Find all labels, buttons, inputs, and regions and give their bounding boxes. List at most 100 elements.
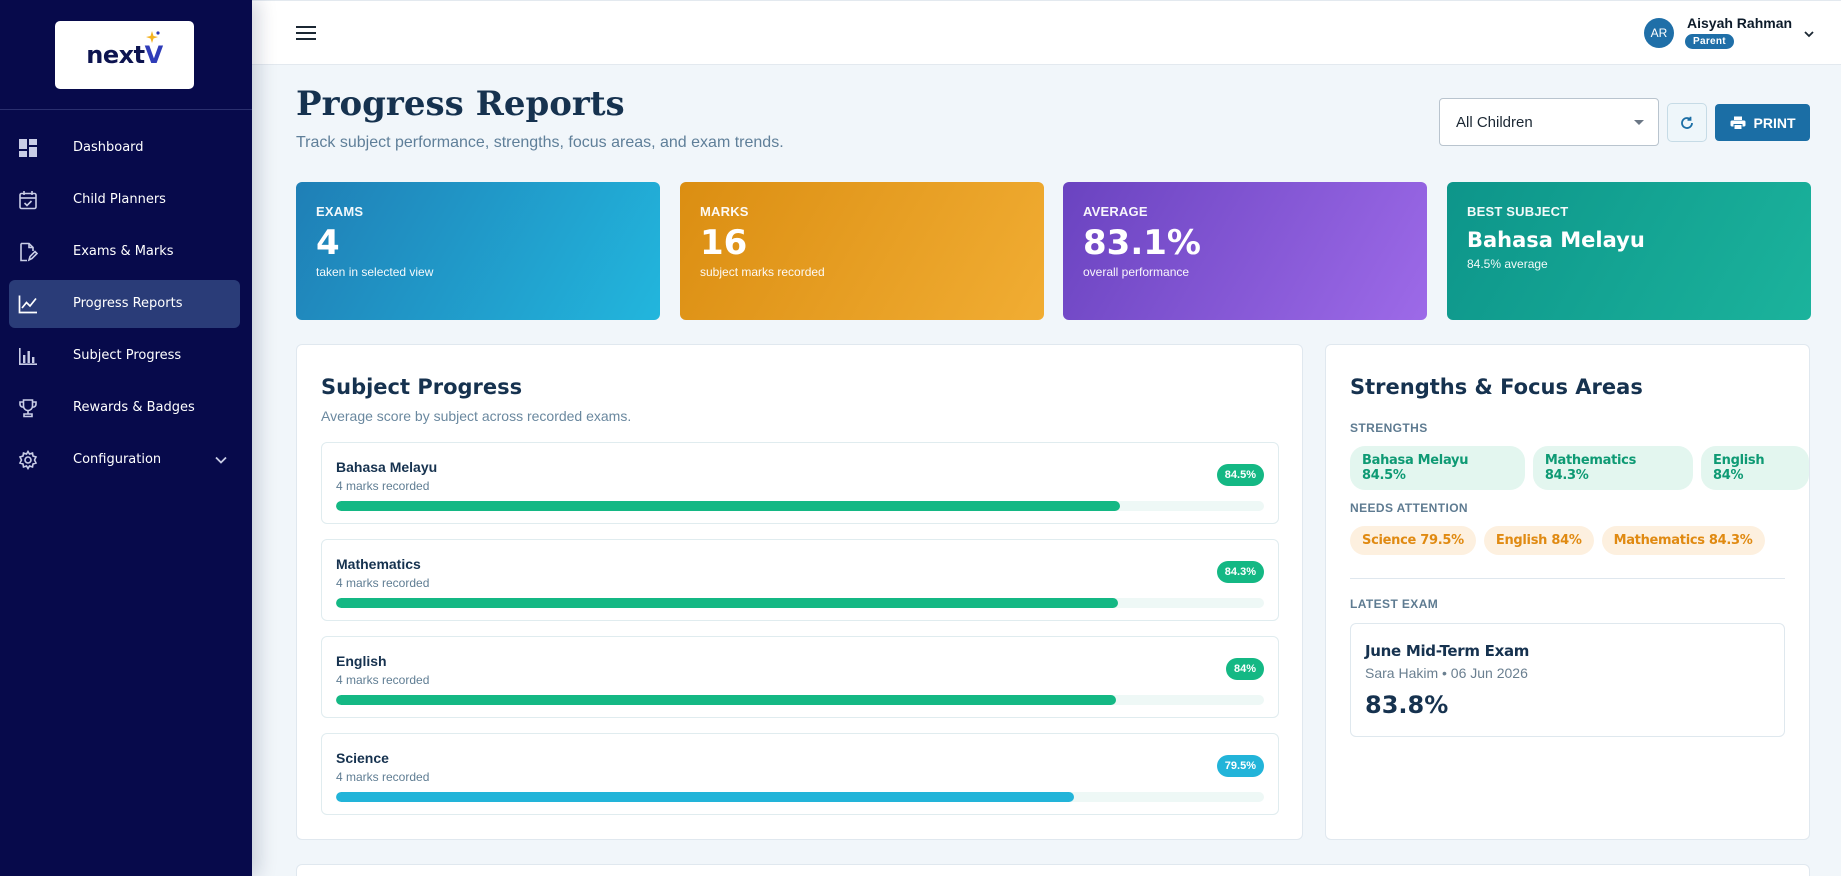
logo-text: nextV — [86, 41, 163, 69]
stat-note: 84.5% average — [1467, 257, 1548, 271]
panel-subtitle: Average score by subject across recorded… — [321, 408, 632, 424]
chevron-down-icon[interactable] — [1803, 28, 1815, 40]
strengths-label: STRENGTHS — [1350, 421, 1428, 435]
progress-track — [336, 792, 1264, 802]
subject-row: Science 4 marks recorded 79.5% — [321, 733, 1279, 815]
subject-name: Mathematics — [336, 556, 421, 572]
sidebar-item-label: Subject Progress — [73, 348, 182, 363]
stat-label: BEST SUBJECT — [1467, 204, 1569, 219]
menu-icon[interactable] — [296, 25, 316, 41]
attention-chip: English 84% — [1483, 526, 1594, 555]
print-label: PRINT — [1753, 114, 1796, 131]
subject-score-badge: 79.5% — [1216, 755, 1264, 777]
section-divider — [1350, 578, 1785, 579]
subject-score-badge: 84.5% — [1216, 464, 1264, 486]
logo-sparkle-icon — [146, 31, 160, 43]
edit-document-icon — [20, 242, 38, 262]
page-title: Progress Reports — [296, 84, 625, 124]
subject-note: 4 marks recorded — [336, 479, 430, 493]
strength-chip: Bahasa Melayu 84.5% — [1350, 446, 1525, 490]
stat-value: 16 — [700, 223, 748, 263]
stat-label: AVERAGE — [1083, 204, 1148, 219]
strengths-chips: Bahasa Melayu 84.5% Mathematics 84.3% En… — [1350, 446, 1809, 490]
brand-logo[interactable]: nextV — [55, 21, 194, 89]
sidebar-item-rewards-badges[interactable]: Rewards & Badges — [9, 384, 240, 432]
printer-icon — [1730, 116, 1745, 130]
attention-label: NEEDS ATTENTION — [1350, 501, 1469, 515]
sidebar-item-label: Exams & Marks — [73, 244, 174, 259]
latest-exam-score: 83.8% — [1365, 691, 1449, 719]
child-select[interactable]: All Children — [1439, 98, 1659, 146]
attention-chips: Science 79.5% English 84% Mathematics 84… — [1350, 526, 1765, 555]
stat-card-best-subject: BEST SUBJECT Bahasa Melayu 84.5% average — [1447, 182, 1811, 320]
stat-note: overall performance — [1083, 265, 1190, 279]
dashboard-icon — [19, 139, 37, 157]
strength-chip: Mathematics 84.3% — [1532, 446, 1694, 490]
top-bar: AR Aisyah Rahman Parent — [252, 0, 1841, 65]
chevron-down-icon[interactable] — [214, 453, 228, 467]
latest-exam-label: LATEST EXAM — [1350, 597, 1439, 611]
sidebar-divider — [0, 109, 252, 110]
panel-title: Subject Progress — [321, 375, 523, 399]
user-name[interactable]: Aisyah Rahman — [1687, 15, 1793, 31]
sidebar: nextV Dashboard Child Planners Exams & M… — [0, 0, 252, 876]
trophy-icon — [19, 399, 37, 418]
role-badge: Parent — [1685, 34, 1734, 49]
subject-name: English — [336, 653, 387, 669]
sidebar-item-label: Configuration — [73, 452, 162, 467]
sidebar-item-exams-marks[interactable]: Exams & Marks — [9, 228, 240, 276]
subject-name: Bahasa Melayu — [336, 459, 438, 475]
subject-row: Mathematics 4 marks recorded 84.3% — [321, 539, 1279, 621]
sidebar-item-progress-reports[interactable]: Progress Reports — [9, 280, 240, 328]
child-select-value: All Children — [1456, 114, 1533, 131]
progress-track — [336, 598, 1264, 608]
next-panel — [296, 864, 1810, 876]
subject-row: Bahasa Melayu 4 marks recorded 84.5% — [321, 442, 1279, 524]
subject-score-badge: 84.3% — [1216, 561, 1264, 583]
panel-title: Strengths & Focus Areas — [1350, 375, 1643, 399]
progress-fill — [336, 695, 1116, 705]
sidebar-item-label: Dashboard — [73, 140, 144, 155]
strength-chip: English 84% — [1701, 446, 1809, 490]
latest-exam-card[interactable]: June Mid-Term Exam Sara Hakim • 06 Jun 2… — [1350, 623, 1785, 737]
sidebar-nav: Dashboard Child Planners Exams & Marks P… — [0, 124, 252, 488]
stat-value: 83.1% — [1083, 223, 1201, 263]
latest-exam-title: June Mid-Term Exam — [1365, 642, 1530, 660]
sidebar-item-subject-progress[interactable]: Subject Progress — [9, 332, 240, 380]
progress-track — [336, 501, 1264, 511]
subject-note: 4 marks recorded — [336, 673, 430, 687]
sidebar-item-label: Child Planners — [73, 192, 166, 207]
stat-card-exams: EXAMS 4 taken in selected view — [296, 182, 660, 320]
print-button[interactable]: PRINT — [1715, 104, 1810, 141]
dropdown-arrow-icon — [1634, 120, 1644, 125]
sidebar-item-label: Rewards & Badges — [73, 400, 195, 415]
stat-card-marks: MARKS 16 subject marks recorded — [680, 182, 1044, 320]
avatar[interactable]: AR — [1644, 18, 1674, 48]
refresh-icon — [1681, 116, 1693, 129]
progress-fill — [336, 598, 1119, 608]
latest-exam-meta: Sara Hakim • 06 Jun 2026 — [1365, 665, 1528, 681]
line-chart-icon — [18, 295, 37, 314]
attention-chip: Science 79.5% — [1350, 526, 1476, 555]
stat-label: EXAMS — [316, 204, 364, 219]
strengths-panel: Strengths & Focus Areas STRENGTHS Bahasa… — [1325, 344, 1810, 840]
stat-card-average: AVERAGE 83.1% overall performance — [1063, 182, 1427, 320]
subject-progress-panel: Subject Progress Average score by subjec… — [296, 344, 1303, 840]
attention-chip: Mathematics 84.3% — [1601, 526, 1765, 555]
sidebar-item-configuration[interactable]: Configuration — [9, 436, 240, 484]
subject-score-badge: 84% — [1225, 658, 1264, 680]
gear-icon — [18, 450, 38, 470]
subject-note: 4 marks recorded — [336, 576, 430, 590]
refresh-button[interactable] — [1667, 103, 1707, 142]
subject-note: 4 marks recorded — [336, 770, 430, 784]
calendar-check-icon — [19, 191, 37, 210]
progress-fill — [336, 501, 1121, 511]
subject-row: English 4 marks recorded 84% — [321, 636, 1279, 718]
subject-name: Science — [336, 750, 389, 766]
stat-value: 4 — [316, 223, 340, 263]
stat-value: Bahasa Melayu — [1467, 228, 1645, 252]
stat-note: taken in selected view — [316, 265, 434, 279]
progress-track — [336, 695, 1264, 705]
sidebar-item-dashboard[interactable]: Dashboard — [9, 124, 240, 172]
sidebar-item-child-planners[interactable]: Child Planners — [9, 176, 240, 224]
